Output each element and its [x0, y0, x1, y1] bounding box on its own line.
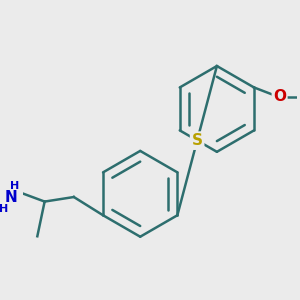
- Text: S: S: [192, 133, 203, 148]
- Text: N: N: [4, 190, 17, 206]
- Text: H: H: [0, 204, 8, 214]
- Text: H: H: [10, 181, 19, 191]
- Text: O: O: [273, 89, 286, 104]
